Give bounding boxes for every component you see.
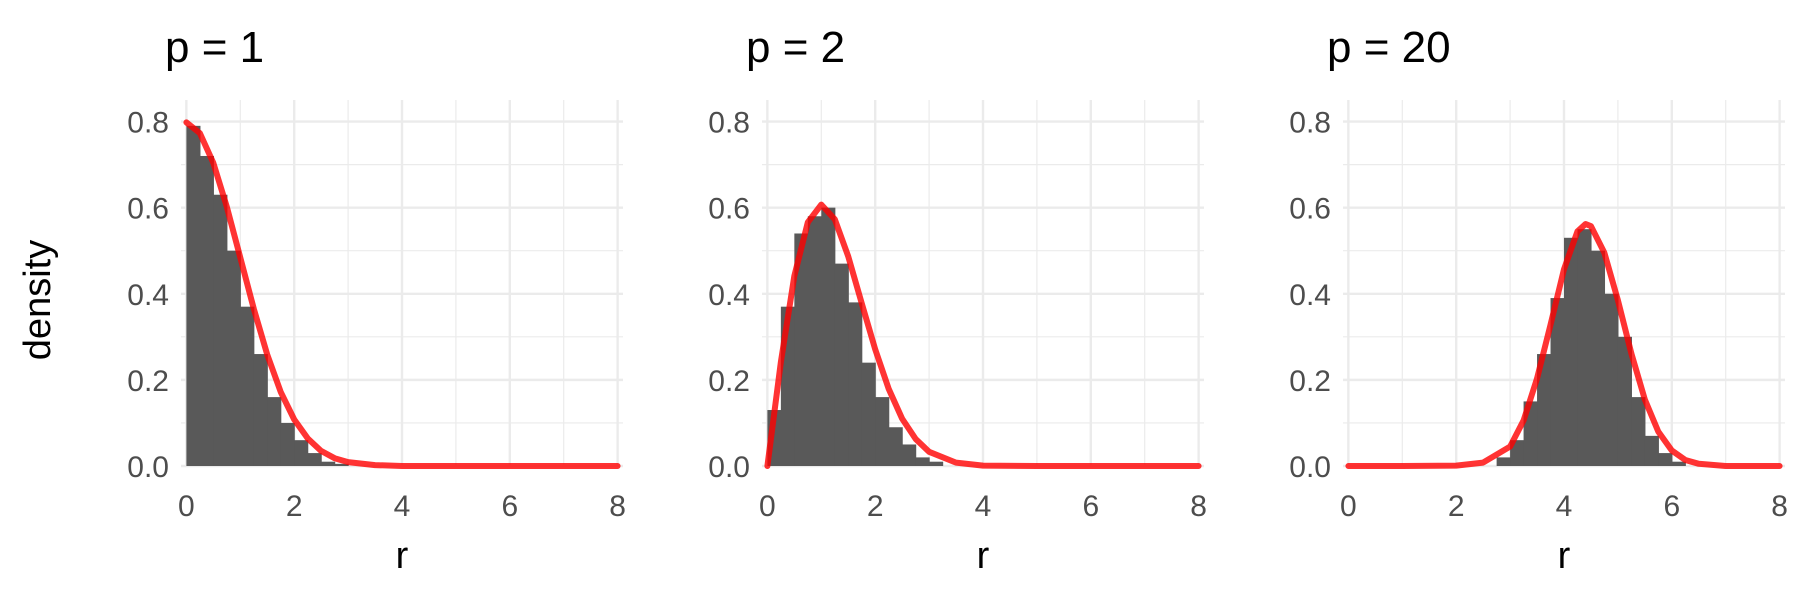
- density-curve: [183, 119, 621, 469]
- y-tick-label: 0.0: [708, 451, 750, 484]
- histogram-bar: [1617, 336, 1632, 466]
- histogram-bar: [294, 440, 309, 466]
- x-tick-label: 8: [609, 490, 626, 523]
- x-tick-label: 6: [1082, 490, 1099, 523]
- x-tick-label: 4: [394, 490, 411, 523]
- histogram-bar: [821, 207, 836, 466]
- histogram-bar: [848, 302, 863, 466]
- histogram-bar: [280, 422, 295, 466]
- histogram-bar: [1564, 237, 1579, 466]
- histogram-bar: [915, 457, 930, 466]
- histogram-bar: [1537, 354, 1552, 466]
- y-tick-label: 0.0: [127, 451, 169, 484]
- histogram-bar: [902, 444, 917, 466]
- histogram-bar: [1510, 440, 1525, 466]
- histogram-bar: [1604, 293, 1619, 466]
- histogram-bar: [834, 263, 849, 466]
- histogram-bar: [253, 354, 268, 466]
- histogram-bar: [807, 216, 822, 466]
- histogram-bar: [267, 397, 282, 466]
- histogram-bar: [213, 194, 228, 466]
- y-tick-label: 0.4: [1289, 279, 1331, 312]
- histogram-bar: [199, 155, 214, 466]
- x-axis-title: r: [977, 535, 990, 577]
- panel-title: p = 2: [746, 23, 845, 72]
- y-tick-label: 0.8: [1289, 107, 1331, 140]
- y-tick-label: 0.4: [127, 279, 169, 312]
- y-tick-label: 0.6: [1289, 193, 1331, 226]
- histogram-bar: [1671, 461, 1686, 466]
- histogram-bar: [1631, 397, 1646, 466]
- y-tick-label: 0.2: [127, 365, 169, 398]
- panels: p = 1 0.0 0.2 0.4 0.6 0.8 0 2 4 6 8 r p = 2 0.0 0.2 0.4…: [127, 23, 1788, 577]
- panel-3: p = 20 0.0 0.2 0.4 0.6 0.8 0 2 4 6 8 r: [1289, 23, 1788, 577]
- y-tick-label: 0.4: [708, 279, 750, 312]
- x-axis-title: r: [1558, 535, 1571, 577]
- histogram-bar: [1496, 457, 1511, 466]
- histogram-bar: [875, 397, 890, 466]
- histogram-bar: [321, 461, 336, 466]
- histogram-bar: [1550, 298, 1565, 466]
- histogram-bar: [888, 427, 903, 466]
- x-tick-label: 4: [1556, 490, 1573, 523]
- histogram-bar: [186, 125, 201, 466]
- x-tick-label: 2: [867, 490, 884, 523]
- histogram-bar: [861, 362, 876, 466]
- panel-1: p = 1 0.0 0.2 0.4 0.6 0.8 0 2 4 6 8 r: [127, 23, 626, 577]
- y-tick-label: 0.8: [127, 107, 169, 140]
- x-tick-label: 6: [1663, 490, 1680, 523]
- density-curve: [1345, 221, 1783, 469]
- y-tick-label: 0.6: [127, 193, 169, 226]
- histogram-bar: [1577, 229, 1592, 466]
- y-axis-title: density: [17, 240, 59, 360]
- x-tick-label: 2: [1448, 490, 1465, 523]
- x-tick-label: 8: [1771, 490, 1788, 523]
- y-tick-label: 0.6: [708, 193, 750, 226]
- histogram-bar: [240, 306, 255, 466]
- x-tick-label: 4: [975, 490, 992, 523]
- x-tick-label: 0: [1340, 490, 1357, 523]
- histogram-bar: [226, 250, 241, 466]
- histogram-bar: [1644, 435, 1659, 466]
- x-tick-label: 2: [286, 490, 303, 523]
- x-tick-label: 0: [178, 490, 195, 523]
- histogram-bars: [1496, 229, 1686, 466]
- x-tick-label: 6: [501, 490, 518, 523]
- histogram-bar: [334, 463, 349, 466]
- y-tick-label: 0.2: [708, 365, 750, 398]
- panel-title: p = 1: [165, 23, 264, 72]
- panel-2: p = 2 0.0 0.2 0.4 0.6 0.8 0 2 4 6 8 r: [708, 23, 1207, 577]
- histogram-bar: [929, 461, 944, 466]
- panel-title: p = 20: [1327, 23, 1451, 72]
- y-tick-label: 0.8: [708, 107, 750, 140]
- y-tick-label: 0.2: [1289, 365, 1331, 398]
- histogram-bars: [186, 125, 349, 466]
- x-axis-title: r: [396, 535, 409, 577]
- density-curve: [764, 201, 1202, 469]
- histogram-bar: [794, 233, 809, 466]
- histogram-bar: [1658, 453, 1673, 466]
- x-tick-label: 8: [1190, 490, 1207, 523]
- y-tick-label: 0.0: [1289, 451, 1331, 484]
- x-tick-label: 0: [759, 490, 776, 523]
- histogram-bar: [1590, 250, 1606, 466]
- histogram-bar: [307, 453, 322, 466]
